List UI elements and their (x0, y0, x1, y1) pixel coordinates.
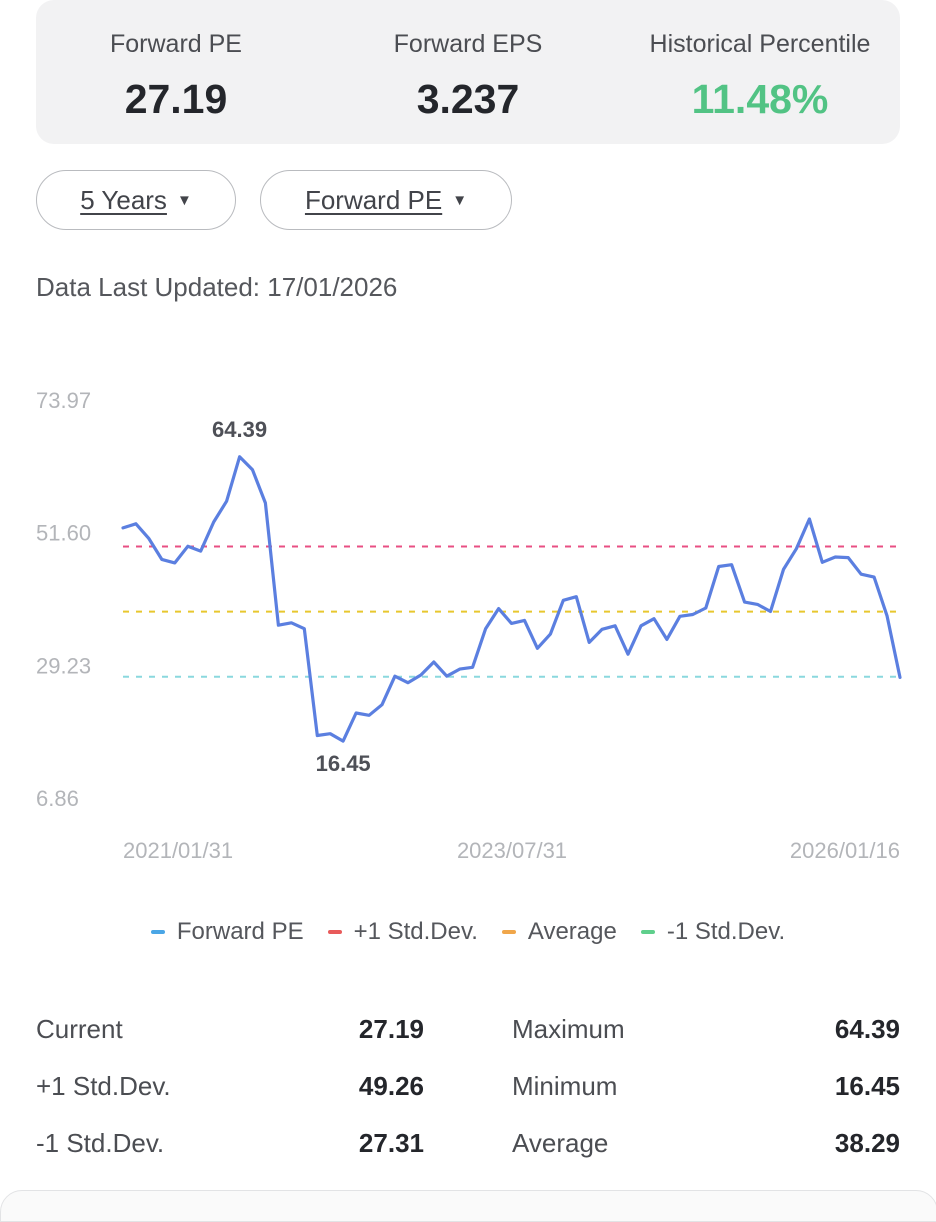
y-tick-label: 29.23 (36, 653, 91, 678)
stat-value: 49.26 (358, 1071, 424, 1101)
forward-pe-chart: 73.97 51.60 29.23 6.86 2021/01/31 2023/07/31 2… (36, 388, 902, 863)
metric-dropdown[interactable]: Forward PE ▼ (260, 170, 512, 230)
summary-card: Forward PE 27.19 Forward EPS 3.237 Histo… (36, 0, 900, 144)
stat-value: 27.31 (358, 1128, 424, 1158)
forward-pe-value: 27.19 (124, 76, 228, 122)
bottom-sheet (0, 1190, 936, 1222)
stat-value: 16.45 (834, 1071, 900, 1101)
data-label: 16.45 (316, 751, 371, 776)
forward-pe-metric: Forward PE 27.19 (36, 0, 316, 144)
legend-label: -1 Std.Dev. (666, 918, 786, 945)
legend-swatch (327, 930, 342, 934)
legend-label: Forward PE (176, 918, 304, 945)
stat-value: 64.39 (834, 1014, 900, 1044)
caret-down-icon: ▼ (176, 191, 192, 209)
data-last-updated: Data Last Updated: 17/01/2026 (36, 272, 398, 302)
legend-label: +1 Std.Dev. (353, 918, 478, 945)
legend-item-forward-pe[interactable]: Forward PE (150, 918, 304, 946)
y-tick-label: 51.60 (36, 521, 91, 546)
stat-label: Average (512, 1128, 609, 1158)
legend-item-average[interactable]: Average (501, 918, 617, 946)
period-dropdown[interactable]: 5 Years ▼ (36, 170, 236, 230)
forward-eps-label: Forward EPS (393, 30, 543, 58)
stat-label: Current (36, 1014, 123, 1044)
stat-row: -1 Std.Dev. 27.31 Average 38.29 (0, 1114, 936, 1171)
forward-pe-label: Forward PE (110, 30, 242, 58)
stat-label: +1 Std.Dev. (36, 1071, 171, 1101)
y-tick-label: 73.97 (36, 388, 91, 413)
data-label: 64.39 (212, 417, 267, 442)
x-tick-label: 2023/07/31 (457, 838, 567, 863)
stat-row: +1 Std.Dev. 49.26 Minimum 16.45 (0, 1057, 936, 1114)
legend-label: Average (527, 918, 617, 945)
legend-item-1-std-dev[interactable]: -1 Std.Dev. (640, 918, 786, 946)
chart-legend: Forward PE +1 Std.Dev. Average -1 Std.Dev. (0, 918, 936, 946)
stat-value: 38.29 (834, 1128, 900, 1158)
forward-eps-metric: Forward EPS 3.237 (328, 0, 608, 144)
forward-eps-value: 3.237 (416, 76, 520, 122)
stat-row: Current 27.19 Maximum 64.39 (0, 1000, 936, 1057)
legend-swatch (640, 930, 655, 934)
historical-percentile-metric: Historical Percentile 11.48% (620, 0, 900, 144)
stat-value: 27.19 (358, 1014, 424, 1044)
stat-label: Minimum (512, 1071, 618, 1101)
legend-item-1-std-dev[interactable]: +1 Std.Dev. (327, 918, 478, 946)
period-dropdown-label: 5 Years (80, 184, 167, 215)
x-tick-label: 2026/01/16 (790, 838, 900, 863)
y-tick-label: 6.86 (36, 786, 79, 811)
legend-swatch (150, 930, 165, 934)
historical-percentile-label: Historical Percentile (649, 30, 871, 58)
historical-percentile-value: 11.48% (691, 76, 829, 122)
x-tick-label: 2021/01/31 (123, 838, 233, 863)
legend-swatch (501, 930, 516, 934)
stat-label: -1 Std.Dev. (36, 1128, 165, 1158)
metric-dropdown-label: Forward PE (304, 184, 443, 215)
stat-label: Maximum (512, 1014, 625, 1044)
caret-down-icon: ▼ (452, 191, 468, 209)
forward-pe-series-line (121, 455, 902, 743)
